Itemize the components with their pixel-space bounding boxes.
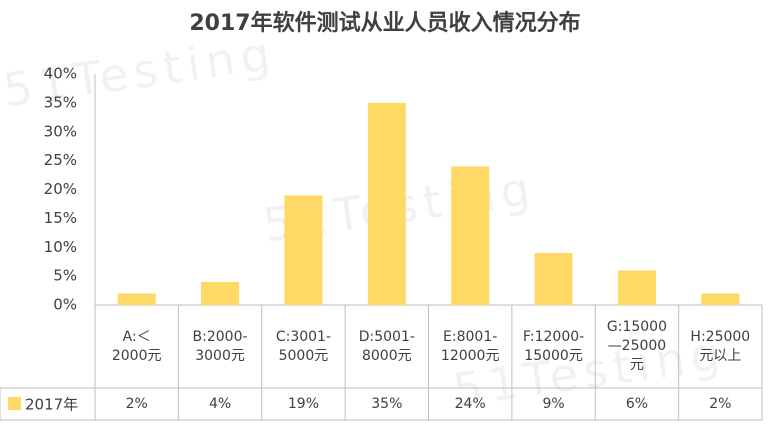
y-tick-label: 5%	[53, 267, 77, 285]
bar	[451, 166, 490, 305]
table-value: 19%	[287, 395, 319, 412]
y-tick-label: 30%	[44, 122, 77, 140]
bar	[284, 195, 323, 305]
x-tick-label: H:25000 元以上	[690, 328, 751, 364]
table-value: 2%	[709, 395, 732, 412]
legend-swatch	[8, 397, 21, 410]
table-value: 4%	[208, 395, 232, 412]
y-tick-label: 35%	[44, 93, 77, 111]
legend-label: 2017年	[25, 396, 78, 414]
y-tick-label: 0%	[53, 296, 77, 314]
bar	[701, 293, 740, 305]
x-tick-label: D:5001- 8000元	[358, 328, 415, 364]
chart-title: 2017年软件测试从业人员收入情况分布	[189, 10, 580, 36]
table-value: 2%	[125, 395, 148, 412]
table-value: 24%	[454, 395, 486, 412]
y-tick-label: 25%	[44, 151, 77, 169]
bar	[367, 102, 406, 305]
x-tick-label: G:15000 —25000 元	[606, 319, 667, 373]
y-tick-label: 15%	[44, 209, 77, 227]
x-tick-label: B:2000- 3000元	[192, 328, 248, 364]
y-tick-label: 10%	[44, 238, 77, 256]
table-value: 35%	[371, 395, 403, 412]
table-value: 6%	[625, 395, 649, 412]
table-value: 9%	[542, 395, 565, 412]
bar	[201, 281, 240, 305]
y-tick-label: 20%	[44, 180, 77, 198]
watermark: 51Testing	[0, 26, 279, 118]
x-tick-label: F:12000- 15000元	[522, 328, 585, 364]
x-tick-label: A:＜ 2000元	[111, 328, 162, 364]
bar	[534, 253, 573, 305]
bar	[617, 270, 656, 305]
x-tick-label: E:8001- 12000元	[440, 328, 500, 364]
y-tick-label: 40%	[44, 65, 77, 83]
x-tick-label: C:3001- 5000元	[275, 328, 332, 364]
bar	[117, 293, 156, 305]
